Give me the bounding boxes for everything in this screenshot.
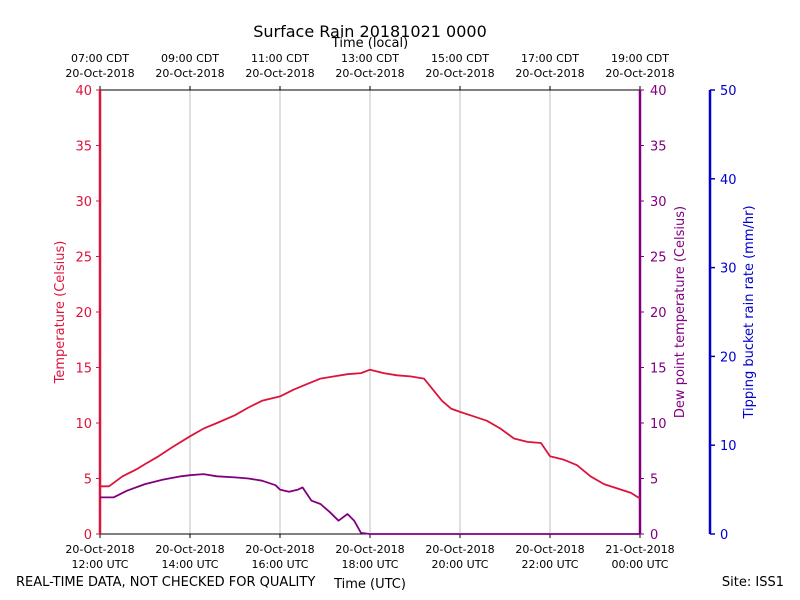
rain-tick-label: 40 (720, 173, 737, 188)
top-tick-label-date: 20-Oct-2018 (335, 67, 404, 80)
dewpoint-tick-label: 30 (650, 195, 667, 210)
x-tick-label-date: 20-Oct-2018 (335, 543, 404, 556)
site-label: Site: ISS1 (721, 575, 784, 590)
x-tick-label-date: 21-Oct-2018 (605, 543, 674, 556)
temp-axis-label: Temperature (Celsius) (53, 241, 68, 385)
top-tick-label-time: 09:00 CDT (161, 52, 219, 65)
temp-tick-label: 30 (75, 195, 92, 210)
dewpoint-tick-label: 0 (650, 528, 658, 543)
x-tick-label-date: 20-Oct-2018 (65, 543, 134, 556)
rain-tick-label: 0 (720, 528, 728, 543)
temp-tick-label: 25 (75, 251, 92, 266)
top-tick-label-time: 11:00 CDT (251, 52, 309, 65)
dewpoint-tick-label: 10 (650, 417, 667, 432)
rain-axis-label: Tipping bucket rain rate (mm/hr) (742, 205, 757, 419)
x-tick-label-time: 20:00 UTC (431, 558, 488, 571)
x-tick-label-time: 22:00 UTC (521, 558, 578, 571)
x-tick-label-time: 14:00 UTC (161, 558, 218, 571)
dewpoint-series-line (100, 473, 640, 535)
top-tick-label-date: 20-Oct-2018 (155, 67, 224, 80)
temperature-series-line (100, 368, 641, 500)
temp-tick-label: 15 (75, 362, 92, 377)
top-tick-label-date: 20-Oct-2018 (65, 67, 134, 80)
top-tick-label-date: 20-Oct-2018 (605, 67, 674, 80)
x-tick-label-date: 20-Oct-2018 (155, 543, 224, 556)
dewpoint-tick-label: 40 (650, 84, 667, 99)
rain-tick-label: 10 (720, 439, 737, 454)
x-tick-label-time: 18:00 UTC (341, 558, 398, 571)
x-axis-label: Time (UTC) (333, 577, 406, 592)
dewpoint-tick-label: 35 (650, 140, 667, 155)
x-tick-label-date: 20-Oct-2018 (245, 543, 314, 556)
top-tick-label-date: 20-Oct-2018 (245, 67, 314, 80)
temp-tick-label: 5 (84, 473, 92, 488)
dewpoint-tick-label: 25 (650, 251, 667, 266)
top-tick-label-date: 20-Oct-2018 (515, 67, 584, 80)
top-tick-label-time: 19:00 CDT (611, 52, 669, 65)
rain-tick-label: 20 (720, 350, 737, 365)
top-axis-label: Time (local) (331, 36, 408, 51)
top-tick-label-time: 13:00 CDT (341, 52, 399, 65)
temp-tick-label: 40 (75, 84, 92, 99)
top-tick-label-time: 15:00 CDT (431, 52, 489, 65)
dewpoint-axis-label: Dew point temperature (Celsius) (673, 206, 688, 418)
quality-disclaimer: REAL-TIME DATA, NOT CHECKED FOR QUALITY (16, 575, 316, 590)
x-tick-label-date: 20-Oct-2018 (425, 543, 494, 556)
rain-tick-label: 50 (720, 84, 737, 99)
temp-tick-label: 35 (75, 140, 92, 155)
x-tick-label-time: 00:00 UTC (611, 558, 668, 571)
top-tick-label-date: 20-Oct-2018 (425, 67, 494, 80)
x-tick-label-date: 20-Oct-2018 (515, 543, 584, 556)
temp-tick-label: 0 (84, 528, 92, 543)
top-tick-label-time: 17:00 CDT (521, 52, 579, 65)
rain-tick-label: 30 (720, 262, 737, 277)
temp-tick-label: 20 (75, 306, 92, 321)
x-tick-label-time: 12:00 UTC (71, 558, 128, 571)
temp-tick-label: 10 (75, 417, 92, 432)
dewpoint-tick-label: 15 (650, 362, 667, 377)
dewpoint-tick-label: 20 (650, 306, 667, 321)
x-tick-label-time: 16:00 UTC (251, 558, 308, 571)
dewpoint-tick-label: 5 (650, 473, 658, 488)
top-tick-label-time: 07:00 CDT (71, 52, 129, 65)
chart-title: Surface Rain 20181021 0000 (253, 22, 487, 41)
